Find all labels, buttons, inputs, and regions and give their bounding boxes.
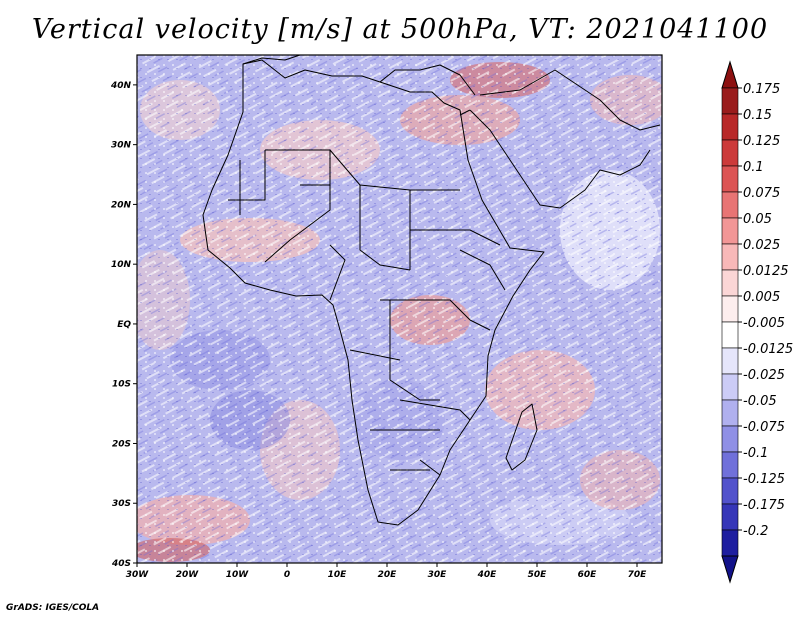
map-frame: [136, 54, 663, 564]
colorbar-swatch: [721, 295, 739, 323]
colorbar-label: 0.0125: [743, 264, 789, 279]
velocity-field: [137, 55, 662, 563]
mediterranean-coast: [242, 54, 476, 96]
madagascar-coast: [505, 403, 538, 471]
colorbar-swatch: [721, 399, 739, 427]
colorbar: 0.175 0.15 0.125 0.1 0.075 0.05 0.025 0.0125 0.0…: [721, 60, 793, 584]
arabia-border: [479, 69, 661, 131]
colorbar-swatch: [721, 191, 739, 219]
grads-credit: GrADS: IGES/COLA: [6, 603, 100, 613]
colorbar-swatch: [721, 347, 739, 375]
colorbar-swatch: [721, 451, 739, 479]
colorbar-swatch: [721, 113, 739, 141]
chart-title: Vertical velocity [m/s] at 500hPa, VT: 2…: [31, 14, 769, 45]
colorbar-swatch: [721, 529, 739, 557]
colorbar-swatch: [721, 269, 739, 297]
colorbar-label: 0.05: [743, 212, 772, 227]
lat-tick-label: 10N: [111, 260, 132, 270]
lat-tick-label: 40N: [110, 81, 132, 91]
colorbar-top-arrow: [721, 60, 739, 89]
colorbar-label: -0.1: [743, 446, 768, 461]
lat-tick-label: 30S: [112, 499, 131, 509]
colorbar-label: 0.15: [743, 108, 772, 123]
colorbar-label: 0.1: [743, 160, 764, 175]
lon-tick-label: 0: [284, 570, 290, 580]
colorbar-label: -0.025: [743, 368, 785, 383]
lon-tick-label: 30E: [428, 570, 448, 580]
lon-tick-label: 10E: [328, 570, 348, 580]
lon-tick-label: 60E: [578, 570, 598, 580]
lon-tick-label: 30W: [126, 570, 150, 580]
colorbar-label: -0.2: [743, 524, 768, 539]
africa-coastline: [202, 59, 545, 526]
colorbar-label: -0.125: [743, 472, 785, 487]
lon-tick-label: 50E: [528, 570, 548, 580]
colorbar-swatch: [721, 321, 739, 349]
colorbar-swatch: [721, 503, 739, 531]
lon-tick-label: 10W: [226, 570, 250, 580]
colorbar-swatch: [721, 477, 739, 505]
country-borders: [228, 149, 506, 476]
colorbar-swatch: [721, 425, 739, 453]
colorbar-swatch: [721, 139, 739, 167]
colorbar-label: -0.0125: [743, 342, 793, 357]
axis-labels: 30W 20W 10W 0 10E 20E 30E 40E 50E 60E 70E 40N 30N 20N…: [110, 81, 647, 580]
colorbar-swatch: [721, 165, 739, 193]
colorbar-swatch: [721, 243, 739, 271]
colorbar-label: 0.025: [743, 238, 780, 253]
lat-tick-label: 10S: [112, 380, 131, 390]
red-sea-border: [459, 109, 651, 209]
colorbar-label: -0.175: [743, 498, 785, 513]
colorbar-label: 0.125: [743, 134, 780, 149]
colorbar-swatch: [721, 217, 739, 245]
lon-tick-label: 20E: [378, 570, 398, 580]
colorbar-label: -0.05: [743, 394, 777, 409]
colorbar-label: -0.005: [743, 316, 785, 331]
coastlines-and-borders: [202, 54, 661, 526]
lat-tick-label: 30N: [111, 141, 132, 151]
colorbar-label: 0.005: [743, 290, 780, 305]
lat-tick-label: EQ: [117, 320, 131, 330]
lon-tick-label: 70E: [628, 570, 648, 580]
lat-tick-label: 20S: [112, 439, 131, 449]
colorbar-label: -0.075: [743, 420, 785, 435]
lat-tick-label: 40S: [111, 559, 131, 569]
lon-tick-label: 20W: [176, 570, 200, 580]
colorbar-label: 0.175: [743, 82, 780, 97]
colorbar-bottom-arrow: [721, 555, 739, 584]
colorbar-label: 0.075: [743, 186, 780, 201]
lon-tick-label: 40E: [477, 570, 498, 580]
colorbar-swatch: [721, 87, 739, 115]
colorbar-swatch: [721, 373, 739, 401]
lat-tick-label: 20N: [111, 200, 132, 210]
